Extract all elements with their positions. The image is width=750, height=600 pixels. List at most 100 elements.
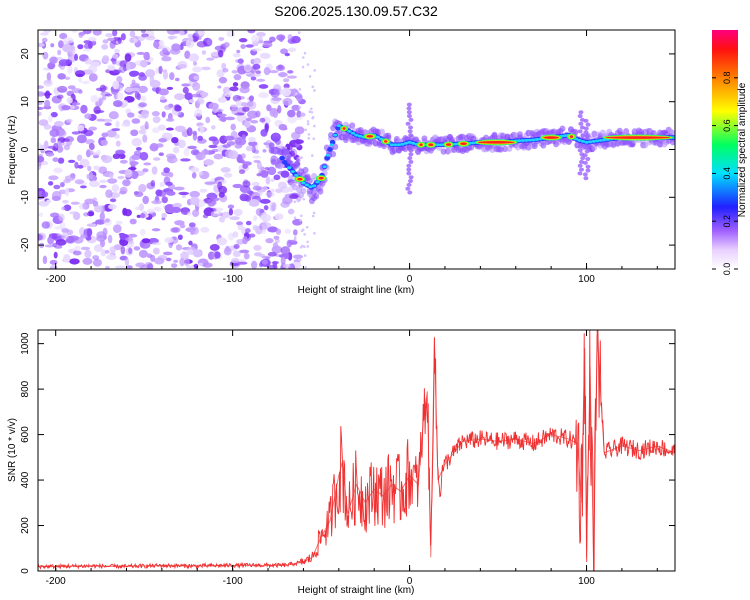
noise-cell bbox=[38, 106, 44, 111]
spike-cell bbox=[584, 134, 590, 139]
colorbar-gradient bbox=[712, 30, 738, 269]
noise-cell bbox=[181, 83, 191, 87]
ridge-core bbox=[290, 170, 295, 173]
noise-cell bbox=[251, 48, 262, 52]
spike-cell bbox=[406, 163, 412, 168]
noise-cell bbox=[188, 53, 200, 62]
y-tick-label: 200 bbox=[20, 517, 31, 534]
ridge-core bbox=[301, 181, 306, 185]
spike-cell bbox=[408, 175, 414, 180]
noise-cell bbox=[115, 149, 126, 155]
noise-cell bbox=[253, 159, 261, 164]
noise-cell bbox=[303, 245, 306, 249]
noise-cell bbox=[152, 247, 160, 255]
snr-series-envelope bbox=[38, 334, 675, 567]
noise-cell bbox=[133, 246, 141, 251]
noise-cell bbox=[223, 247, 232, 256]
noise-cell bbox=[258, 92, 270, 99]
noise-cell bbox=[124, 257, 130, 266]
noise-cell bbox=[179, 257, 185, 267]
noise-cell bbox=[134, 191, 144, 198]
noise-cell bbox=[236, 49, 241, 54]
noise-cell bbox=[152, 127, 160, 134]
spectrogram-xlabel: Height of straight line (km) bbox=[298, 285, 415, 296]
y-tick-label: 20 bbox=[20, 48, 31, 60]
noise-cell bbox=[198, 171, 203, 176]
noise-cell bbox=[203, 159, 215, 166]
noise-cell bbox=[106, 254, 117, 260]
noise-cell bbox=[256, 31, 266, 37]
noise-cell bbox=[229, 216, 240, 221]
noise-cell bbox=[108, 111, 119, 120]
noise-cell bbox=[59, 32, 68, 40]
ridge-core bbox=[282, 160, 288, 165]
ridge-core bbox=[598, 139, 603, 142]
noise-cell bbox=[47, 115, 53, 123]
noise-cell bbox=[94, 205, 104, 213]
noise-cell bbox=[135, 262, 146, 268]
noise-cell bbox=[222, 144, 231, 148]
ridge-core bbox=[327, 147, 333, 152]
spike-cell bbox=[582, 160, 588, 165]
x-tick-label: -200 bbox=[46, 576, 66, 587]
noise-cell bbox=[293, 216, 297, 220]
noise-cell bbox=[124, 53, 132, 62]
ridge-core bbox=[410, 141, 416, 145]
noise-cell bbox=[172, 158, 178, 163]
ridge-halo bbox=[349, 122, 356, 129]
noise-cell bbox=[245, 220, 252, 226]
spike-cell bbox=[583, 130, 589, 135]
noise-cell bbox=[252, 155, 261, 159]
noise-cell bbox=[129, 218, 137, 225]
noise-cell bbox=[174, 105, 182, 112]
ridge-core bbox=[439, 143, 444, 147]
noise-cell bbox=[278, 123, 288, 131]
spike-cell bbox=[406, 114, 412, 119]
y-tick-label: -20 bbox=[20, 237, 31, 252]
noise-cell bbox=[124, 168, 133, 178]
noise-cell bbox=[49, 265, 58, 269]
noise-cell bbox=[70, 104, 76, 110]
spike-cell bbox=[584, 145, 590, 150]
noise-cell bbox=[135, 147, 142, 151]
noise-cell bbox=[237, 58, 244, 64]
noise-cell bbox=[226, 30, 236, 38]
noise-cell bbox=[166, 127, 174, 131]
noise-cell bbox=[113, 133, 120, 139]
noise-cell bbox=[232, 231, 239, 238]
noise-cell bbox=[192, 61, 198, 66]
noise-cell bbox=[138, 129, 147, 135]
noise-cell bbox=[253, 244, 262, 251]
noise-cell bbox=[241, 134, 246, 140]
noise-cell bbox=[232, 52, 241, 58]
noise-cell bbox=[207, 198, 216, 207]
noise-cell bbox=[142, 134, 148, 143]
noise-cell bbox=[306, 122, 310, 126]
noise-cell bbox=[240, 102, 248, 107]
noise-cell bbox=[119, 190, 127, 195]
spike-cell bbox=[585, 168, 591, 173]
noise-cell bbox=[84, 249, 92, 259]
noise-cell bbox=[162, 47, 168, 54]
ridge-hot bbox=[419, 143, 423, 147]
noise-cell bbox=[267, 226, 278, 233]
noise-cell bbox=[82, 30, 92, 35]
noise-cell bbox=[265, 238, 274, 244]
spike-cell bbox=[578, 110, 584, 115]
ridge-core bbox=[329, 143, 334, 147]
noise-cell bbox=[242, 163, 248, 170]
noise-cell bbox=[243, 63, 252, 73]
noise-cell bbox=[50, 43, 55, 48]
noise-cell bbox=[38, 111, 42, 117]
spike-cell bbox=[580, 156, 586, 161]
spike-cell bbox=[406, 171, 412, 176]
noise-cell bbox=[265, 176, 271, 185]
noise-cell bbox=[186, 127, 193, 137]
snr-series-line bbox=[38, 330, 675, 571]
noise-cell bbox=[64, 175, 76, 181]
noise-cell bbox=[296, 199, 300, 203]
noise-cell bbox=[233, 208, 243, 216]
noise-cell bbox=[188, 36, 194, 42]
noise-cell bbox=[217, 85, 222, 89]
noise-cell bbox=[115, 120, 120, 128]
